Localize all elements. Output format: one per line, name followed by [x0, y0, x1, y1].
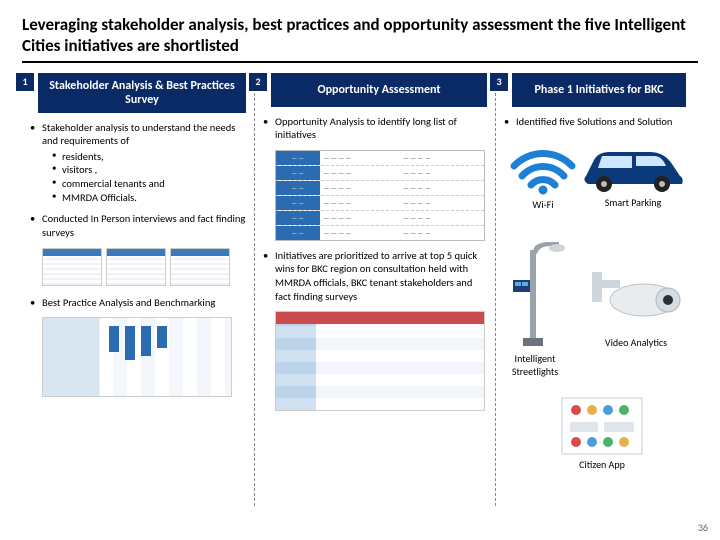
col1-bullet-1: Stakeholder analysis to understand the n…	[30, 121, 246, 205]
badge-2: 2	[249, 73, 267, 91]
col2-header: Opportunity Assessment	[271, 73, 487, 107]
col2-bullet-2: Initiatives are prioritized to arrive at…	[263, 249, 487, 304]
streetlight-icon	[503, 240, 567, 350]
col1-sub-2: visitors ,	[52, 163, 246, 177]
column-1: 1 Stakeholder Analysis & Best Practices …	[22, 73, 254, 507]
col1-header: Stakeholder Analysis & Best Practices Su…	[38, 73, 246, 113]
badge-1: 1	[16, 73, 34, 91]
lights-label: Intelligent Streetlights	[500, 352, 570, 378]
slide-title: Leveraging stakeholder analysis, best pr…	[22, 14, 698, 57]
car-icon	[578, 142, 688, 194]
video-label: Video Analytics	[586, 336, 686, 349]
parking-label: Smart Parking	[578, 196, 688, 209]
columns: 1 Stakeholder Analysis & Best Practices …	[22, 73, 698, 507]
solution-video: Video Analytics	[586, 266, 686, 349]
col1-bullet-2: Conducted In Person interviews and fact …	[30, 212, 246, 239]
app-icon	[560, 396, 644, 456]
wifi-icon	[508, 140, 578, 196]
badge-3: 3	[490, 73, 508, 91]
col1-bullet-1-text: Stakeholder analysis to understand the n…	[42, 121, 235, 148]
col3-intro: Identified five Solutions and Solution	[504, 115, 686, 129]
benchmark-thumbnail	[42, 317, 232, 397]
slide: Leveraging stakeholder analysis, best pr…	[0, 0, 720, 540]
col1-sub-3: commercial tenants and	[52, 177, 246, 191]
solutions-area: Wi-Fi Smart Parking	[504, 136, 686, 506]
benchmark-bars	[109, 326, 167, 360]
solution-streetlights: Intelligent Streetlights	[500, 240, 570, 378]
opportunity-matrix: — —— — — —— — — — — —— — — —— — — — — ——…	[275, 150, 485, 241]
solution-wifi: Wi-Fi	[508, 140, 578, 211]
title-underline	[22, 61, 698, 63]
solution-citizen-app: Citizen App	[560, 396, 644, 471]
col3-content: Identified five Solutions and Solution	[504, 107, 686, 507]
column-3: 3 Phase 1 Initiatives for BKC Identified…	[496, 73, 694, 507]
wifi-label: Wi-Fi	[508, 198, 578, 211]
app-label: Citizen App	[560, 458, 644, 471]
camera-icon	[586, 266, 686, 334]
survey-thumb	[170, 248, 230, 286]
column-2: 2 Opportunity Assessment Opportunity Ana…	[254, 73, 496, 507]
col1-bullet-3: Best Practice Analysis and Benchmarking	[30, 296, 246, 310]
col3-header: Phase 1 Initiatives for BKC	[512, 73, 686, 107]
page-number: 36	[698, 521, 708, 534]
survey-thumbnails	[42, 248, 246, 286]
col1-sub-4: MMRDA Officials.	[52, 191, 246, 205]
survey-thumb	[106, 248, 166, 286]
col1-content: Stakeholder analysis to understand the n…	[30, 113, 246, 398]
col1-sub-1: residents,	[52, 150, 246, 164]
survey-thumb	[42, 248, 102, 286]
col2-content: Opportunity Analysis to identify long li…	[263, 107, 487, 412]
prioritization-thumbnail	[275, 311, 485, 411]
col2-bullet-1: Opportunity Analysis to identify long li…	[263, 115, 487, 142]
solution-parking: Smart Parking	[578, 142, 688, 209]
